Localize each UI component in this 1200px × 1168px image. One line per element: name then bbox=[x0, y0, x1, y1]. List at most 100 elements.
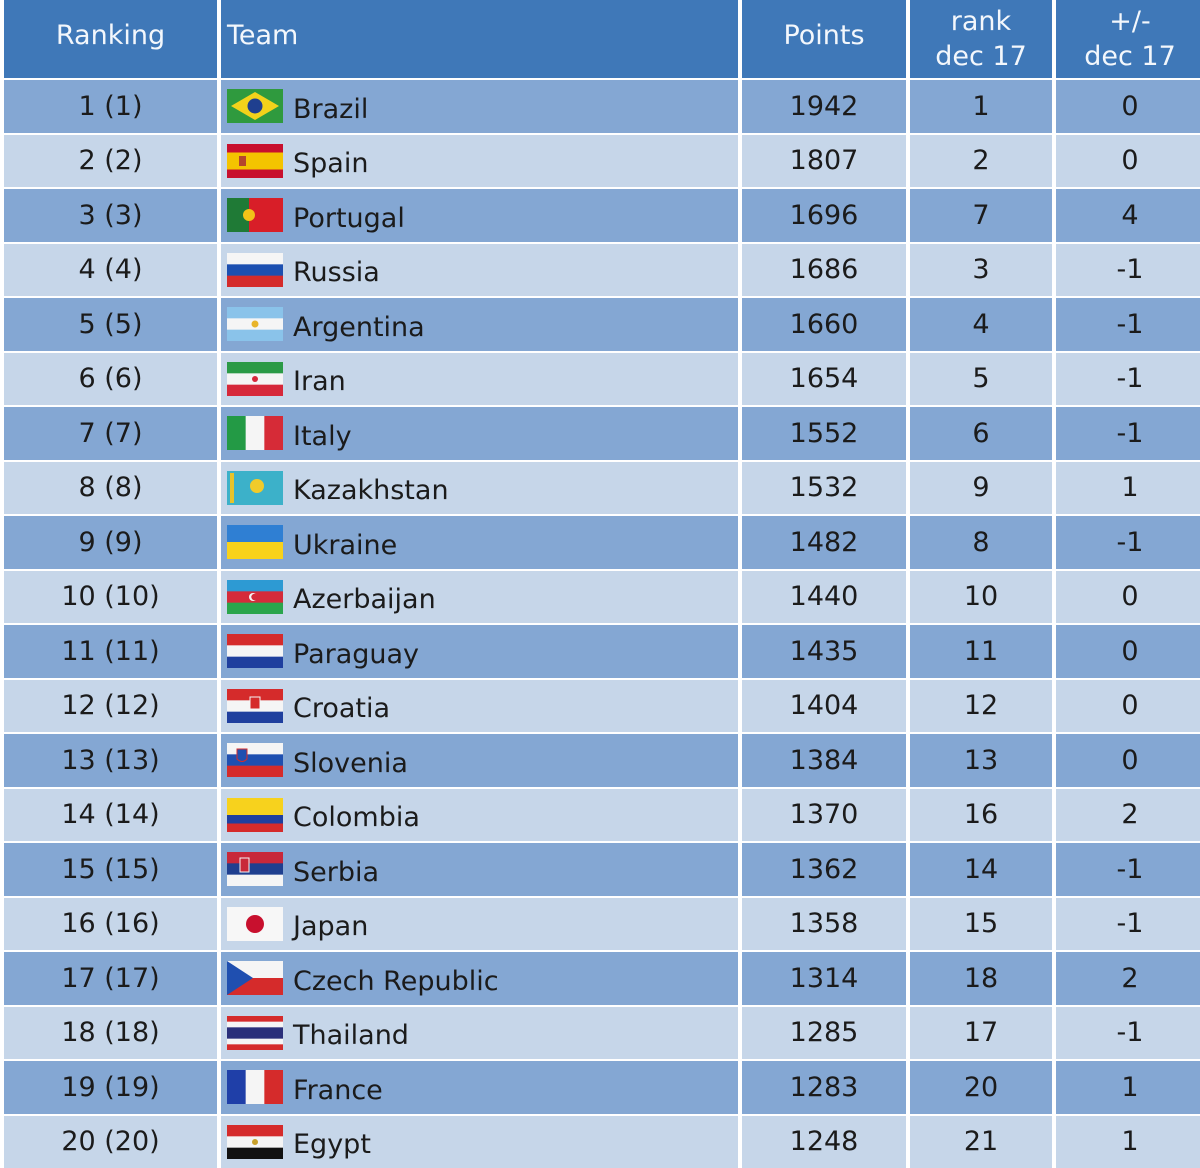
rank-dec17-cell: 6 bbox=[910, 405, 1052, 460]
iran-flag-icon bbox=[227, 361, 283, 396]
change-cell: -1 bbox=[1056, 1004, 1200, 1059]
team-cell: Japan bbox=[221, 895, 738, 950]
team-name: Spain bbox=[293, 148, 369, 180]
team-cell: Czech Republic bbox=[221, 950, 738, 1005]
team-cell: Iran bbox=[221, 350, 738, 405]
ranking-cell: 2 (2) bbox=[4, 132, 217, 187]
rank-dec17-cell: 20 bbox=[910, 1059, 1052, 1114]
brazil-flag-icon bbox=[227, 89, 283, 124]
team-cell: Spain bbox=[221, 132, 738, 187]
change-cell: 0 bbox=[1056, 732, 1200, 787]
header-rank-dec17-line1: rank bbox=[950, 6, 1012, 37]
team-name: Paraguay bbox=[293, 638, 420, 670]
header-team: Team bbox=[221, 0, 738, 78]
change-cell: 0 bbox=[1056, 78, 1200, 133]
rank-dec17-cell: 15 bbox=[910, 895, 1052, 950]
argentina-flag-icon bbox=[227, 307, 283, 342]
team-cell: Croatia bbox=[221, 677, 738, 732]
change-cell: -1 bbox=[1056, 405, 1200, 460]
rank-dec17-cell: 21 bbox=[910, 1113, 1052, 1168]
points-cell: 1660 bbox=[742, 296, 906, 351]
change-cell: 0 bbox=[1056, 623, 1200, 678]
rank-dec17-cell: 8 bbox=[910, 514, 1052, 569]
rank-dec17-cell: 11 bbox=[910, 623, 1052, 678]
change-cell: -1 bbox=[1056, 895, 1200, 950]
team-name: Italy bbox=[293, 420, 352, 452]
rank-dec17-cell: 1 bbox=[910, 78, 1052, 133]
points-cell: 1362 bbox=[742, 841, 906, 896]
rank-dec17-cell: 7 bbox=[910, 187, 1052, 242]
points-cell: 1314 bbox=[742, 950, 906, 1005]
team-name: Brazil bbox=[293, 93, 369, 125]
czech-republic-flag-icon bbox=[227, 961, 283, 996]
ranking-cell: 5 (5) bbox=[4, 296, 217, 351]
rank-dec17-cell: 13 bbox=[910, 732, 1052, 787]
points-cell: 1283 bbox=[742, 1059, 906, 1114]
team-name: Argentina bbox=[293, 311, 425, 343]
team-name: Kazakhstan bbox=[293, 475, 449, 507]
points-cell: 1404 bbox=[742, 677, 906, 732]
team-cell: Kazakhstan bbox=[221, 459, 738, 514]
rank-dec17-cell: 17 bbox=[910, 1004, 1052, 1059]
change-cell: -1 bbox=[1056, 241, 1200, 296]
ranking-cell: 17 (17) bbox=[4, 950, 217, 1005]
change-cell: 0 bbox=[1056, 132, 1200, 187]
japan-flag-icon bbox=[227, 906, 283, 941]
team-cell: Serbia bbox=[221, 841, 738, 896]
rank-dec17-cell: 10 bbox=[910, 568, 1052, 623]
france-flag-icon bbox=[227, 1070, 283, 1105]
team-cell: Azerbaijan bbox=[221, 568, 738, 623]
points-cell: 1532 bbox=[742, 459, 906, 514]
team-name: Serbia bbox=[293, 856, 380, 888]
header-points: Points bbox=[742, 0, 906, 78]
ranking-cell: 6 (6) bbox=[4, 350, 217, 405]
croatia-flag-icon bbox=[227, 688, 283, 723]
ranking-cell: 19 (19) bbox=[4, 1059, 217, 1114]
team-name: Czech Republic bbox=[293, 965, 499, 997]
change-cell: -1 bbox=[1056, 514, 1200, 569]
change-cell: 2 bbox=[1056, 786, 1200, 841]
points-cell: 1440 bbox=[742, 568, 906, 623]
ranking-cell: 9 (9) bbox=[4, 514, 217, 569]
header-rank-dec17: rank dec 17 bbox=[910, 0, 1052, 78]
team-name: Azerbaijan bbox=[293, 584, 436, 616]
rank-dec17-cell: 5 bbox=[910, 350, 1052, 405]
header-change-line2: dec 17 bbox=[1084, 41, 1176, 72]
team-cell: Slovenia bbox=[221, 732, 738, 787]
change-cell: 2 bbox=[1056, 950, 1200, 1005]
rank-dec17-cell: 12 bbox=[910, 677, 1052, 732]
change-cell: -1 bbox=[1056, 296, 1200, 351]
team-cell: France bbox=[221, 1059, 738, 1114]
russia-flag-icon bbox=[227, 252, 283, 287]
ranking-cell: 14 (14) bbox=[4, 786, 217, 841]
team-name: Thailand bbox=[293, 1020, 409, 1052]
team-name: Iran bbox=[293, 366, 346, 398]
points-cell: 1482 bbox=[742, 514, 906, 569]
team-name: Colombia bbox=[293, 802, 420, 834]
italy-flag-icon bbox=[227, 416, 283, 451]
team-cell: Paraguay bbox=[221, 623, 738, 678]
team-cell: Colombia bbox=[221, 786, 738, 841]
paraguay-flag-icon bbox=[227, 634, 283, 669]
azerbaijan-flag-icon bbox=[227, 579, 283, 614]
spain-flag-icon bbox=[227, 143, 283, 178]
ranking-cell: 12 (12) bbox=[4, 677, 217, 732]
header-ranking: Ranking bbox=[4, 0, 217, 78]
rank-dec17-cell: 9 bbox=[910, 459, 1052, 514]
kazakhstan-flag-icon bbox=[227, 470, 283, 505]
ranking-cell: 8 (8) bbox=[4, 459, 217, 514]
team-cell: Egypt bbox=[221, 1113, 738, 1168]
rank-dec17-cell: 2 bbox=[910, 132, 1052, 187]
points-cell: 1552 bbox=[742, 405, 906, 460]
header-change-dec17: +/- dec 17 bbox=[1056, 0, 1200, 78]
team-name: Japan bbox=[293, 911, 369, 943]
ranking-cell: 20 (20) bbox=[4, 1113, 217, 1168]
change-cell: 1 bbox=[1056, 1113, 1200, 1168]
points-cell: 1435 bbox=[742, 623, 906, 678]
rank-dec17-cell: 14 bbox=[910, 841, 1052, 896]
ukraine-flag-icon bbox=[227, 525, 283, 560]
points-cell: 1384 bbox=[742, 732, 906, 787]
colombia-flag-icon bbox=[227, 797, 283, 832]
change-cell: 0 bbox=[1056, 568, 1200, 623]
team-name: Russia bbox=[293, 257, 380, 289]
